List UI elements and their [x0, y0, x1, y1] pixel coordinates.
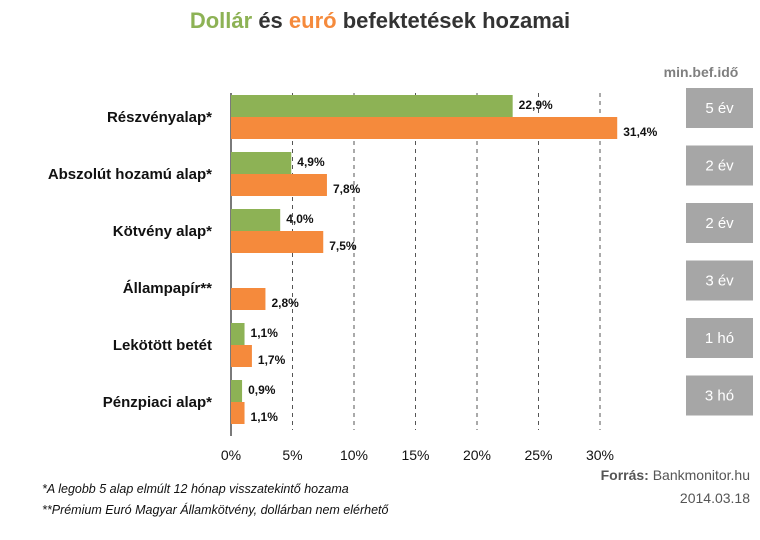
source-credit: Forrás: Bankmonitor.hu — [601, 467, 750, 483]
data-label: 31,4% — [623, 125, 657, 139]
x-tick-label: 0% — [221, 447, 241, 463]
category-label: Pénzpiaci alap* — [103, 394, 212, 411]
data-label: 22,9% — [519, 98, 553, 112]
duration-text: 2 év — [705, 215, 734, 232]
labels: 0% 5% 10% 15% 20% 25% 30% Részvényalap* 22,9% 31,… — [48, 98, 658, 463]
source-label: Forrás: — [600, 467, 649, 483]
x-tick-label: 30% — [586, 447, 614, 463]
duration-text: 5 év — [705, 100, 734, 117]
bar-eur — [231, 288, 266, 310]
bar-usd — [231, 95, 513, 117]
category-label: Állampapír** — [123, 280, 212, 297]
category-label: Kötvény alap* — [113, 223, 212, 240]
category-label: Részvényalap* — [107, 109, 212, 126]
duration-text: 1 hó — [705, 330, 734, 347]
data-label: 7,5% — [329, 239, 357, 253]
duration-box — [686, 260, 753, 301]
x-tick-label: 10% — [340, 447, 368, 463]
bar-eur — [231, 174, 327, 196]
data-label: 2,8% — [271, 296, 299, 310]
data-label: 7,8% — [333, 182, 361, 196]
bar-usd — [231, 323, 245, 345]
data-label: 0,9% — [248, 383, 276, 397]
title-and-word: és — [252, 8, 289, 33]
chart-title: Dollár és euró befektetések hozamai — [0, 8, 760, 34]
duration-boxes: 5 év 2 év 2 év 3 év 1 hó 3 hó — [686, 88, 753, 416]
x-tick-label: 5% — [282, 447, 302, 463]
category-label: Lekötött betét — [113, 337, 212, 354]
data-label: 4,0% — [286, 212, 314, 226]
title-eur-word: euró — [288, 8, 337, 33]
duration-box — [686, 375, 753, 416]
x-tick-label: 15% — [401, 447, 429, 463]
x-tick-label: 20% — [463, 447, 491, 463]
duration-box — [686, 88, 753, 128]
duration-text: 2 év — [705, 158, 734, 175]
bar-usd — [231, 152, 292, 174]
data-label: 4,9% — [297, 155, 325, 169]
duration-box — [686, 145, 753, 186]
data-label: 1,7% — [258, 353, 286, 367]
bar-usd — [231, 380, 243, 402]
grid-lines — [230, 93, 601, 436]
title-rest: befektetések hozamai — [336, 8, 571, 33]
duration-box — [686, 318, 753, 358]
bar-eur — [231, 402, 245, 424]
duration-text: 3 év — [705, 273, 734, 290]
title-usd-word: Dollár — [189, 8, 253, 33]
bars — [231, 95, 618, 424]
footnote-2: **Prémium Euró Magyar Államkötvény, doll… — [42, 503, 389, 517]
data-label: 1,1% — [251, 326, 279, 340]
x-tick-label: 25% — [524, 447, 552, 463]
duration-header: min.bef.idő — [663, 64, 739, 80]
bar-usd — [231, 209, 281, 231]
date-stamp: 2014.03.18 — [679, 490, 750, 506]
data-label: 1,1% — [251, 410, 279, 424]
bar-eur — [231, 231, 324, 253]
category-label: Abszolút hozamú alap* — [48, 166, 212, 183]
source-value: Bankmonitor.hu — [648, 467, 750, 483]
footnote-1: *A legobb 5 alap elmúlt 12 hónap visszat… — [42, 482, 349, 496]
duration-box — [686, 203, 753, 243]
bar-eur — [231, 117, 618, 139]
duration-text: 3 hó — [705, 388, 734, 405]
bar-eur — [231, 345, 252, 367]
